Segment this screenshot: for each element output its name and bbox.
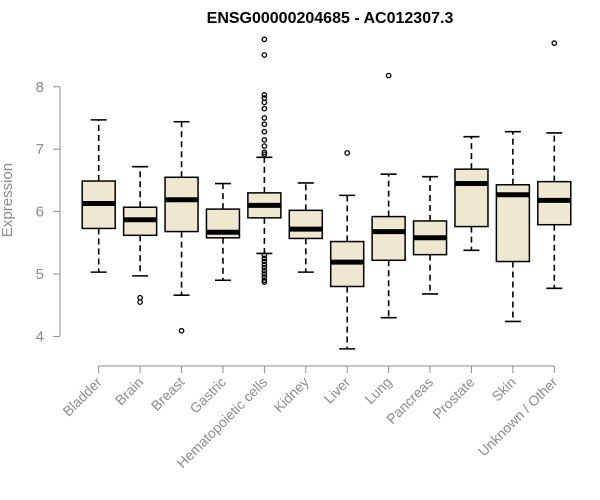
outlier-point	[261, 261, 268, 268]
box-group	[122, 165, 158, 305]
outlier-point	[261, 105, 268, 112]
outlier-point	[261, 279, 268, 285]
x-tick-label: Breast	[148, 374, 188, 414]
box-group	[537, 40, 572, 290]
outlier-point	[261, 36, 268, 43]
x-tick-label: Kidney	[270, 374, 312, 416]
outlier-point	[261, 271, 268, 277]
x-tick-label: Liver	[321, 374, 354, 407]
outlier-point	[261, 277, 268, 284]
x-tick-label: Unknown / Other	[475, 374, 561, 460]
x-tick-label: Prostate	[429, 374, 477, 422]
plot-area	[81, 36, 572, 350]
outlier-point	[178, 327, 185, 334]
outlier-point	[344, 150, 351, 156]
box-iqr	[454, 168, 489, 228]
y-tick-label: 6	[36, 204, 44, 221]
outlier-point	[261, 136, 268, 143]
box-group	[412, 175, 448, 295]
box-group	[371, 72, 406, 319]
outlier-point	[137, 294, 143, 301]
outlier-point	[261, 149, 268, 156]
y-axis: 4 5 6 7 8	[36, 79, 61, 345]
y-tick-label: 4	[36, 328, 44, 345]
box-group	[454, 135, 489, 252]
box-iqr	[495, 184, 531, 263]
box-group	[205, 182, 241, 282]
x-tick-label: Lung	[361, 374, 394, 407]
outlier-point	[261, 151, 268, 158]
x-tick-label: Bladder	[59, 374, 105, 420]
outlier-point	[261, 268, 268, 274]
y-tick-label: 7	[36, 141, 44, 158]
outlier-point	[261, 252, 268, 259]
outlier-point	[261, 52, 268, 58]
outlier-point	[261, 92, 268, 98]
box-group	[247, 36, 282, 285]
box-iqr	[288, 209, 324, 240]
outlier-point	[261, 128, 268, 135]
outlier-point	[261, 255, 268, 262]
y-tick-label: 5	[36, 266, 44, 283]
y-tick-label: 8	[36, 79, 44, 96]
y-axis-label: Expression	[0, 163, 16, 237]
box-iqr	[371, 215, 406, 262]
outlier-point	[261, 264, 268, 271]
box-group	[288, 182, 324, 273]
x-tick-label: Brain	[112, 374, 146, 408]
outlier-point	[261, 99, 268, 106]
chart-title: ENSG00000204685 - AC012307.3	[207, 10, 454, 27]
box-iqr	[164, 176, 199, 233]
outlier-point	[385, 72, 392, 79]
box-group	[495, 130, 531, 323]
outlier-point	[261, 143, 268, 149]
box-group	[81, 119, 116, 273]
box-iqr	[537, 180, 572, 226]
outlier-point	[551, 40, 558, 46]
box-group	[164, 120, 199, 334]
box-group	[329, 150, 365, 350]
outlier-point	[261, 115, 268, 121]
outlier-point	[261, 121, 268, 128]
x-tick-label: Skin	[488, 374, 519, 405]
outlier-point	[261, 258, 268, 265]
